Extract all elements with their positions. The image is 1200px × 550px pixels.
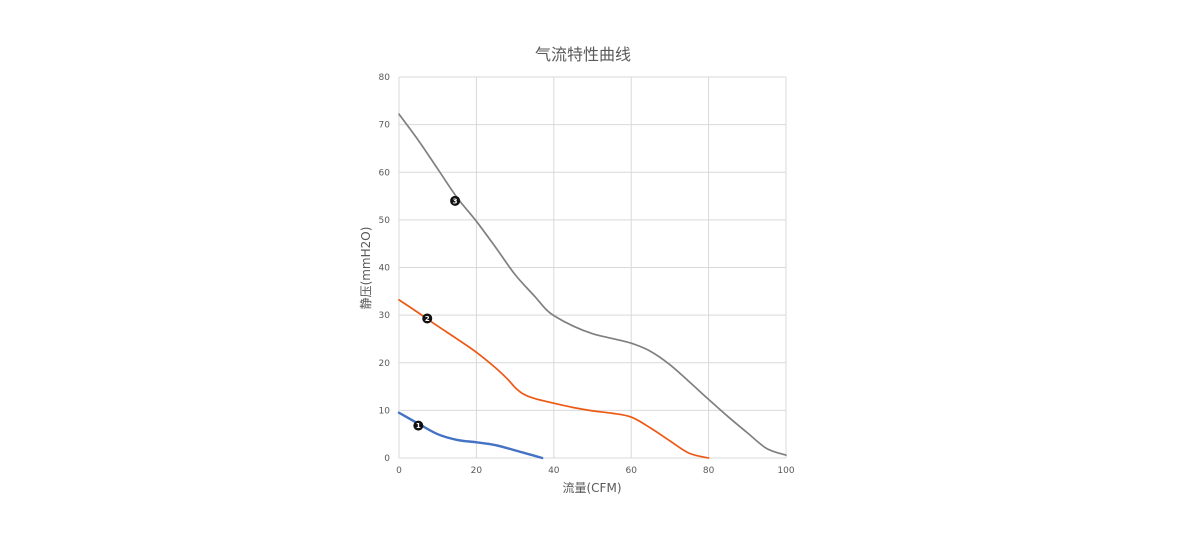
x-tick-label: 60	[625, 466, 637, 476]
x-tick-label: 20	[471, 466, 483, 476]
series-marker-3: 3	[450, 195, 461, 206]
y-tick-label: 40	[379, 264, 391, 274]
marker-dot	[413, 420, 424, 431]
x-tick-label: 0	[396, 466, 402, 476]
series-markers: 1 2 3	[413, 195, 461, 431]
marker-label: 1	[416, 422, 421, 430]
marker-dot	[450, 195, 461, 206]
series-line-3	[398, 113, 787, 456]
y-tick-label: 30	[379, 311, 391, 321]
marker-label: 3	[453, 197, 458, 205]
marker-label: 2	[425, 315, 430, 323]
chart-axes: 0 10 20 30 40 50 60 70 80 0 20 40 60 80 100	[379, 73, 795, 476]
series-line-2	[398, 299, 710, 459]
x-tick-label: 40	[548, 466, 560, 476]
y-tick-label: 80	[379, 73, 391, 83]
y-tick-label: 50	[379, 216, 391, 226]
marker-dot	[422, 313, 433, 324]
y-axis-label: 静压(mmH2O)	[359, 227, 373, 310]
x-tick-label: 100	[777, 466, 794, 476]
series-marker-2: 2	[422, 313, 433, 324]
chart-title: 气流特性曲线	[535, 45, 631, 64]
y-tick-label: 10	[379, 406, 391, 416]
y-tick-label: 60	[379, 168, 391, 178]
series-marker-1: 1	[413, 420, 424, 431]
chart-series	[397, 113, 787, 460]
chart-grid	[398, 76, 787, 459]
x-tick-label: 80	[703, 466, 715, 476]
y-tick-label: 0	[384, 454, 390, 464]
x-axis-label: 流量(CFM)	[563, 481, 622, 495]
y-tick-label: 20	[379, 359, 391, 369]
series-line-1	[397, 411, 544, 460]
y-tick-label: 70	[379, 121, 391, 131]
